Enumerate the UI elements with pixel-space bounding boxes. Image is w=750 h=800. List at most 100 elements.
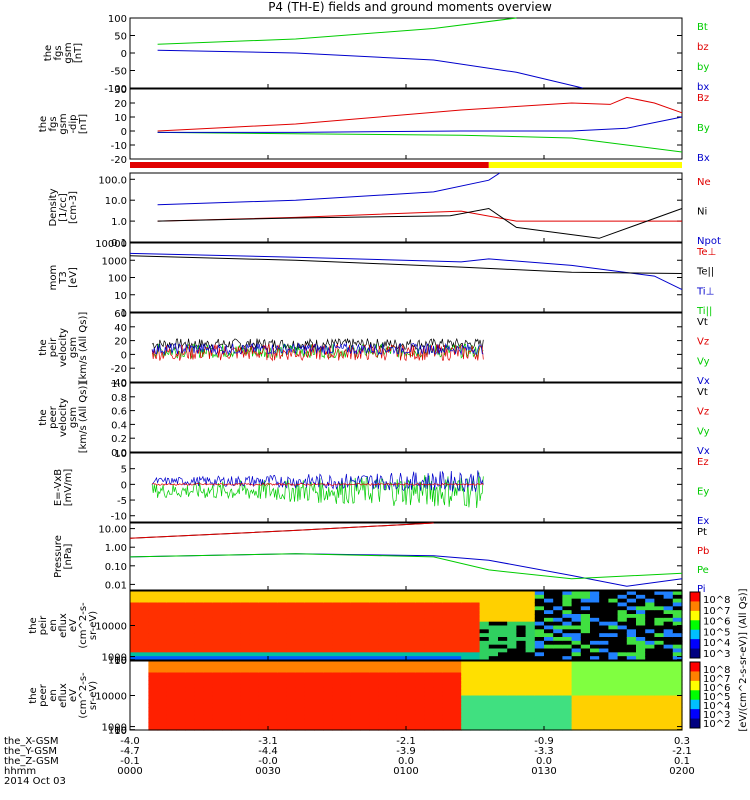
spectrogram-cell: [341, 648, 352, 653]
spectrogram-cell: [258, 714, 269, 720]
spectrogram-cell: [231, 707, 241, 712]
spectrogram-cell: [222, 707, 232, 712]
spectrogram-cell: [148, 617, 159, 623]
noise-trace: [152, 482, 484, 486]
spectrogram-cell: [672, 598, 683, 604]
spectrogram-cell: [360, 602, 370, 607]
spectrogram-cell: [360, 718, 370, 723]
spectrogram-cell: [507, 598, 517, 604]
spectrogram-cell: [525, 726, 536, 731]
spectrogram-cell: [452, 668, 462, 674]
spectrogram-cell: [562, 664, 573, 670]
spectrogram-cell: [396, 640, 407, 646]
spectrogram-cell: [470, 664, 481, 670]
spectrogram-cell: [424, 687, 435, 693]
spectrogram-cell: [212, 722, 223, 727]
spectrogram-cell: [516, 714, 527, 720]
spectrogram-cell: [212, 714, 223, 720]
spectrogram-cell: [544, 707, 554, 712]
spectrogram-cell: [672, 610, 683, 615]
spectrogram-cell: [470, 617, 481, 623]
spectrogram-cell: [350, 606, 361, 611]
spectrogram-cell: [636, 652, 646, 657]
spectrogram-cell: [360, 652, 370, 657]
y-tick-label: 0.1: [111, 238, 127, 249]
legend-entry: bx: [697, 82, 709, 93]
spectrogram-cell: [645, 664, 655, 670]
spectrogram-cell: [203, 656, 214, 661]
spectrogram-cell: [424, 672, 435, 677]
x-row-value: 0130: [531, 766, 556, 777]
spectrogram-cell: [157, 672, 168, 677]
spectrogram-cell: [562, 691, 573, 697]
spectrogram-cell: [130, 625, 140, 630]
spectrogram-cell: [645, 718, 655, 723]
spectrogram-cell: [645, 637, 655, 642]
spectrogram-cell: [654, 718, 665, 723]
spectrogram-cell: [176, 625, 186, 630]
spectrogram-cell: [534, 676, 545, 681]
spectrogram-cell: [645, 648, 655, 653]
spectrogram-cell: [286, 722, 297, 727]
spectrogram-cell: [590, 726, 600, 731]
spectrogram-cell: [176, 714, 186, 720]
spectrogram-cell: [525, 644, 536, 650]
spectrogram-cell: [442, 664, 453, 670]
spectrogram-cell: [157, 680, 168, 685]
spectrogram-cell: [626, 707, 637, 712]
spectrogram-cell: [369, 633, 379, 638]
spectrogram-cell: [571, 648, 582, 653]
spectrogram-cell: [626, 610, 637, 615]
legend-entry: Vx: [697, 376, 710, 387]
spectrogram-cell: [553, 714, 563, 720]
spectrogram-cell: [424, 680, 435, 685]
spectrogram-cell: [166, 718, 177, 723]
spectrogram-cell: [626, 629, 637, 634]
spectrogram-cell: [203, 610, 214, 615]
spectrogram-cell: [470, 710, 481, 716]
spectrogram-cell: [203, 614, 214, 619]
spectrogram-cell: [295, 684, 306, 689]
panel-frame-density: [129, 172, 683, 243]
spectrogram-cell: [185, 606, 195, 611]
spectrogram-cell: [194, 633, 205, 638]
spectrogram-cell: [378, 661, 389, 666]
y-axis-label: E=-VxB [mV/m]: [53, 469, 74, 507]
spectrogram-cell: [304, 614, 315, 619]
spectrogram-cell: [157, 598, 168, 604]
spectrogram-cell: [406, 703, 416, 708]
spectrogram-cell: [231, 602, 241, 607]
spectrogram-cell: [332, 644, 343, 650]
spectrogram-cell: [369, 661, 379, 666]
spectrogram-cell: [185, 661, 195, 666]
spectrogram-cell: [341, 591, 352, 596]
spectrogram-cell: [534, 610, 545, 615]
spectrogram-cell: [277, 656, 287, 661]
spectrogram-cell: [396, 703, 407, 708]
spectrogram-cell: [148, 661, 159, 666]
spectrogram-cell: [139, 710, 149, 716]
spectrogram-cell: [470, 652, 481, 657]
spectrogram-cell: [166, 633, 177, 638]
spectrogram-cell: [452, 621, 462, 627]
y-axis-label-line: [mV/m]: [63, 469, 74, 507]
spectrogram-cell: [286, 680, 297, 685]
spectrogram-cell: [442, 598, 453, 604]
spectrogram-cell: [396, 614, 407, 619]
spectrogram-cell: [139, 625, 149, 630]
spectrogram-cell: [415, 602, 425, 607]
colorbar-band: [690, 662, 700, 672]
spectrogram-cell: [415, 664, 425, 670]
spectrogram-cell: [203, 594, 214, 600]
spectrogram-cell: [350, 644, 361, 650]
spectrogram-cell: [231, 637, 241, 642]
spectrogram-cell: [461, 648, 471, 653]
spectrogram-cell: [268, 598, 278, 604]
spectrogram-cell: [433, 648, 444, 653]
spectrogram-cell: [139, 722, 149, 727]
spectrogram-cell: [249, 614, 260, 619]
spectrogram-cell: [231, 591, 241, 596]
spectrogram-cell: [166, 652, 177, 657]
spectrogram-cell: [507, 684, 517, 689]
spectrogram-cell: [286, 637, 297, 642]
